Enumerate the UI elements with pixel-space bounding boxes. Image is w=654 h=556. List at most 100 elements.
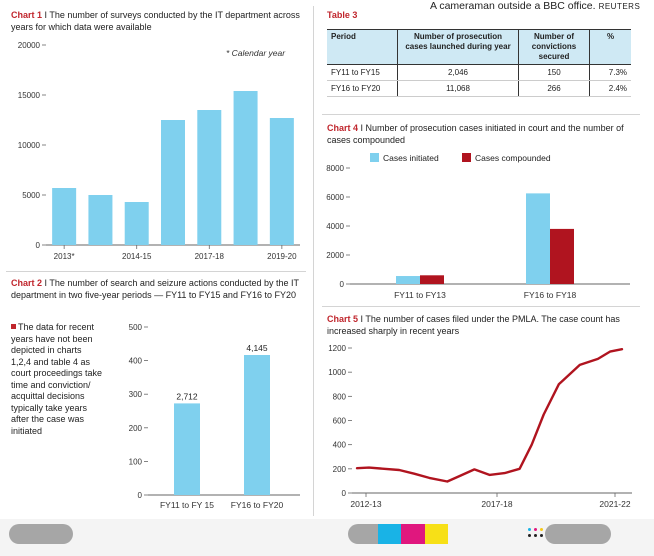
chart4-xtick-label: FY16 to FY18 bbox=[524, 290, 577, 300]
table3-col-period: Period bbox=[327, 28, 398, 65]
chart1-bar bbox=[269, 118, 294, 245]
chart1-xtick-label: 2019-20 bbox=[267, 252, 297, 261]
photo-caption: A cameraman outside a BBC office. REUTERS bbox=[430, 0, 640, 12]
chart2-label: Chart 2 bbox=[11, 278, 43, 288]
horizontal-divider-left bbox=[6, 271, 306, 272]
chart4-legend-swatch bbox=[462, 153, 471, 162]
chart1-label: Chart 1 bbox=[11, 10, 43, 20]
horizontal-divider-right-2 bbox=[322, 306, 640, 307]
chart2-data-label: 2,712 bbox=[176, 391, 198, 401]
chart1-ytick-label: 10000 bbox=[18, 141, 41, 150]
chart2-heading: Chart 2 I The number of search and seizu… bbox=[11, 278, 299, 300]
chart1-bar bbox=[124, 202, 149, 245]
chart1-xtick-label: 2013* bbox=[54, 252, 75, 261]
chart4-title: Number of prosecution cases initiated in… bbox=[327, 123, 624, 145]
right-scroll-pill[interactable] bbox=[545, 524, 611, 544]
chart1-bar bbox=[197, 110, 222, 245]
table3-panel: Table 3 Period Number of prosecution cas… bbox=[327, 10, 637, 97]
chart4-xtick-label: FY11 to FY13 bbox=[394, 290, 446, 300]
chart1-ytick-label: 5000 bbox=[22, 191, 40, 200]
chart5-title: The number of cases filed under the PMLA… bbox=[327, 314, 620, 336]
chart4-bar-compounded bbox=[420, 275, 444, 284]
chart5-ytick-label: 1200 bbox=[328, 344, 346, 353]
table3-col-convictions: Number of convictions secured bbox=[518, 28, 590, 65]
chart5-ytick-label: 200 bbox=[333, 465, 347, 474]
chart4-bar-compounded bbox=[550, 228, 574, 284]
chart2-ytick-label: 0 bbox=[138, 491, 143, 500]
chart1-note: * Calendar year bbox=[226, 48, 286, 58]
chart4-ytick-label: 2000 bbox=[326, 251, 344, 260]
chart2-ytick-label: 100 bbox=[129, 457, 143, 466]
chart4-heading: Chart 4 I Number of prosecution cases in… bbox=[327, 123, 624, 145]
chart4-ytick-label: 4000 bbox=[326, 222, 344, 231]
chart2-xtick-label: FY16 to FY20 bbox=[231, 500, 284, 510]
chart1-bar bbox=[233, 91, 258, 245]
chart2-title: The number of search and seizure actions… bbox=[11, 278, 299, 300]
chart5-ytick-label: 600 bbox=[333, 417, 347, 426]
color-registration-strip bbox=[378, 524, 448, 544]
chart4-legend-label: Cases initiated bbox=[383, 153, 439, 163]
chart1-xtick-label: 2014-15 bbox=[122, 252, 152, 261]
chart5-xtick-label: 2017-18 bbox=[481, 499, 512, 509]
table-cell: FY11 to FY15 bbox=[327, 64, 398, 81]
chart2-panel: Chart 2 I The number of search and seizu… bbox=[11, 278, 307, 301]
chart4-bar-initiated bbox=[526, 193, 550, 284]
caption-text: A cameraman outside a BBC office. bbox=[430, 0, 596, 12]
chart2-bar bbox=[174, 403, 200, 495]
table-cell: 11,068 bbox=[397, 80, 519, 97]
chart4-ytick-label: 0 bbox=[340, 280, 345, 289]
horizontal-divider-right-1 bbox=[322, 114, 640, 115]
chart5-xtick-label: 2021-22 bbox=[599, 499, 630, 509]
chart2-ytick-label: 200 bbox=[129, 424, 143, 433]
vertical-divider bbox=[313, 6, 314, 516]
chart5-heading: Chart 5 I The number of cases filed unde… bbox=[327, 314, 620, 336]
chart5-ytick-label: 400 bbox=[333, 441, 347, 450]
table-cell: FY16 to FY20 bbox=[327, 80, 398, 97]
table3-col-percent: % bbox=[589, 28, 631, 65]
table3-heading: Table 3 bbox=[327, 10, 637, 22]
chart5-label: Chart 5 bbox=[327, 314, 359, 324]
table-cell: 7.3% bbox=[589, 64, 631, 81]
table-row: FY11 to FY15 2,046 150 7.3% bbox=[327, 64, 631, 81]
chart2-ytick-label: 300 bbox=[129, 390, 143, 399]
chart5-line bbox=[355, 348, 624, 483]
chart4-bar-initiated bbox=[396, 276, 420, 284]
chart1-xtick-label: 2017-18 bbox=[195, 252, 225, 261]
table3-label: Table 3 bbox=[327, 10, 358, 20]
chart1-bar bbox=[161, 120, 185, 245]
chart2-ytick-label: 400 bbox=[129, 357, 143, 366]
chart4-panel: Chart 4 I Number of prosecution cases in… bbox=[327, 123, 637, 146]
chart4-label: Chart 4 bbox=[327, 123, 359, 133]
table3: Period Number of prosecution cases launc… bbox=[327, 28, 631, 97]
chart2-note: The data for recent years have not been … bbox=[11, 322, 103, 437]
chart1-title: The number of surveys conducted by the I… bbox=[11, 10, 300, 32]
chart1-ytick-label: 15000 bbox=[18, 91, 41, 100]
chart2-bar bbox=[244, 355, 270, 495]
chart2-xtick-label: FY11 to FY 15 bbox=[160, 500, 214, 510]
chart5-xtick-label: 2012-13 bbox=[350, 499, 381, 509]
table-cell: 2.4% bbox=[589, 80, 631, 97]
chart1-ytick-label: 0 bbox=[36, 241, 41, 250]
chart5-ytick-label: 1000 bbox=[328, 368, 346, 377]
chart4-ytick-label: 6000 bbox=[326, 193, 344, 202]
chart5-panel: Chart 5 I The number of cases filed unde… bbox=[327, 314, 637, 337]
dots-icon bbox=[527, 527, 543, 543]
table-row: FY16 to FY20 11,068 266 2.4% bbox=[327, 80, 631, 97]
caption-credit: REUTERS bbox=[598, 2, 641, 11]
chart1-bar bbox=[88, 195, 113, 245]
chart1-bar bbox=[52, 188, 77, 245]
left-scroll-pill[interactable] bbox=[9, 524, 73, 544]
chart1-ytick-label: 20000 bbox=[18, 41, 41, 50]
chart2-ytick-label: 500 bbox=[129, 323, 143, 332]
chart5-ytick-label: 800 bbox=[333, 392, 347, 401]
table3-col-prosecutions: Number of prosecution cases launched dur… bbox=[397, 28, 519, 65]
table3-header-row: Period Number of prosecution cases launc… bbox=[327, 28, 631, 65]
table-cell: 2,046 bbox=[397, 64, 519, 81]
chart1-panel: Chart 1 I The number of surveys conducte… bbox=[11, 10, 307, 33]
chart4-legend-label: Cases compounded bbox=[475, 153, 551, 163]
chart4-legend-swatch bbox=[370, 153, 379, 162]
chart1-heading: Chart 1 I The number of surveys conducte… bbox=[11, 10, 300, 32]
table-cell: 266 bbox=[518, 80, 590, 97]
chart2-data-label: 4,145 bbox=[246, 343, 268, 353]
